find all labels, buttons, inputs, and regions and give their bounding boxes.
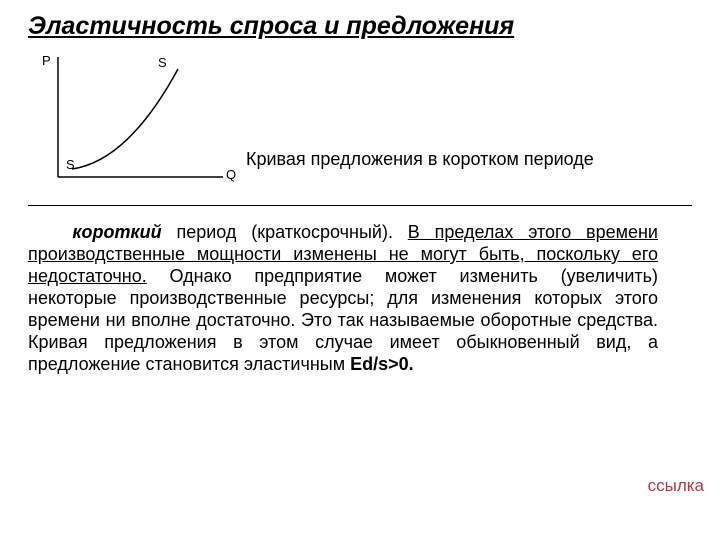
chart-svg bbox=[28, 49, 238, 194]
indent bbox=[28, 222, 72, 242]
chart-row: P S S Q Кривая предложения в коротком пе… bbox=[28, 49, 692, 199]
chart-caption-wrap: Кривая предложения в коротком периоде bbox=[246, 49, 594, 171]
curve-label-top: S bbox=[158, 55, 167, 70]
divider bbox=[28, 205, 692, 206]
term-short: короткий bbox=[72, 222, 161, 242]
link-label[interactable]: ссылка bbox=[648, 476, 704, 496]
x-axis-label: Q bbox=[226, 167, 236, 182]
body-paragraph: короткий период (краткосрочный). В преде… bbox=[28, 222, 658, 376]
body-part1: период (краткосрочный). bbox=[162, 222, 408, 242]
supply-chart: P S S Q bbox=[28, 49, 238, 199]
formula: Ed/s>0. bbox=[350, 354, 414, 374]
curve-label-bottom: S bbox=[66, 157, 75, 172]
chart-caption: Кривая предложения в коротком периоде bbox=[246, 149, 594, 171]
link-anchor[interactable]: ссылка bbox=[648, 476, 704, 495]
y-axis-label: P bbox=[42, 53, 51, 68]
supply-curve bbox=[72, 69, 178, 169]
page-title: Эластичность спроса и предложения bbox=[28, 12, 692, 41]
